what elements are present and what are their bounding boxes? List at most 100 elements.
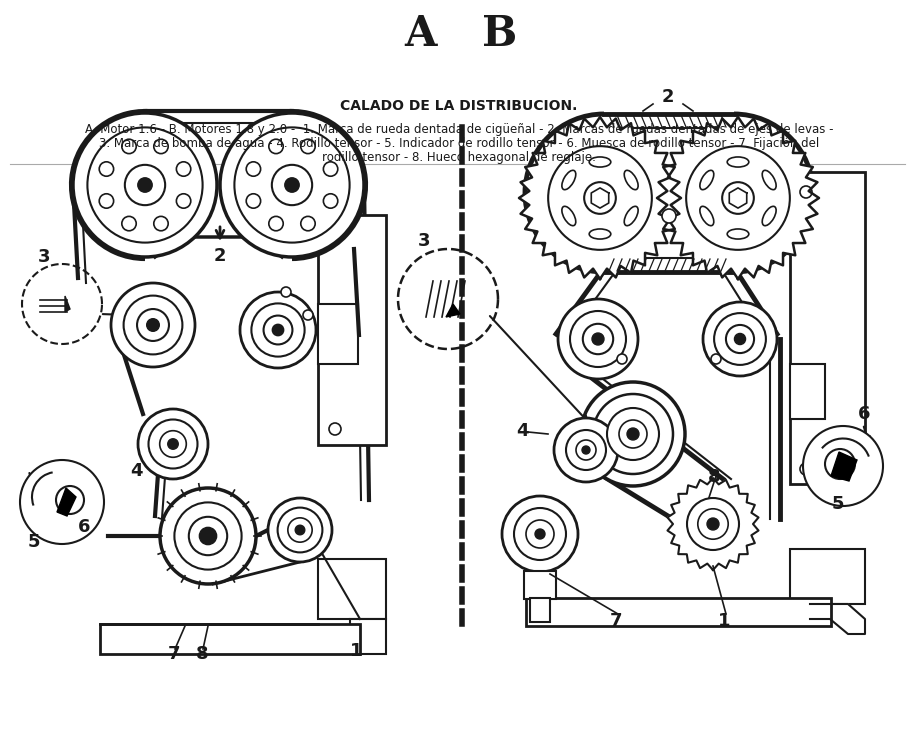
Text: CALADO DE LA DISTRIBUCION.: CALADO DE LA DISTRIBUCION. — [340, 99, 578, 113]
Circle shape — [176, 162, 191, 176]
Circle shape — [56, 486, 84, 514]
Text: 7: 7 — [610, 612, 622, 630]
Circle shape — [246, 194, 261, 208]
Circle shape — [714, 313, 766, 365]
Circle shape — [268, 498, 332, 562]
Circle shape — [548, 146, 652, 250]
Circle shape — [582, 446, 590, 454]
Circle shape — [726, 325, 754, 353]
Text: A. Motor 1.6 - B. Motores 1.8 y 2.0 -  1. Marca de rueda dentada de cigüeñal - 2: A. Motor 1.6 - B. Motores 1.8 y 2.0 - 1.… — [85, 124, 834, 136]
Bar — [524, 571, 556, 599]
Polygon shape — [519, 117, 681, 279]
Circle shape — [707, 518, 719, 530]
Circle shape — [288, 518, 312, 542]
Circle shape — [272, 165, 312, 205]
Circle shape — [176, 194, 191, 208]
Ellipse shape — [700, 170, 714, 190]
Ellipse shape — [562, 170, 576, 190]
Bar — [318, 215, 386, 445]
Text: A: A — [403, 13, 437, 55]
Circle shape — [619, 420, 647, 448]
Bar — [790, 549, 865, 604]
Circle shape — [240, 292, 316, 368]
Circle shape — [99, 194, 114, 208]
Circle shape — [687, 498, 739, 550]
Circle shape — [554, 418, 618, 482]
Text: 4: 4 — [130, 462, 142, 480]
Bar — [790, 364, 825, 419]
Circle shape — [160, 488, 256, 584]
Circle shape — [584, 182, 616, 214]
Text: 7: 7 — [168, 645, 180, 663]
Circle shape — [220, 113, 364, 257]
Polygon shape — [57, 488, 76, 516]
Circle shape — [627, 428, 639, 440]
Text: 2: 2 — [662, 88, 675, 106]
Circle shape — [581, 382, 685, 486]
Circle shape — [264, 316, 292, 345]
Circle shape — [234, 127, 349, 243]
Polygon shape — [65, 296, 70, 312]
Polygon shape — [591, 188, 608, 208]
Circle shape — [73, 113, 217, 257]
Circle shape — [825, 449, 855, 479]
Circle shape — [526, 520, 554, 548]
Circle shape — [570, 311, 626, 367]
Ellipse shape — [589, 229, 611, 239]
Text: 2: 2 — [214, 247, 226, 265]
Text: rodillo tensor - 8. Hueco hexagonal de reglaje.: rodillo tensor - 8. Hueco hexagonal de r… — [322, 152, 596, 164]
Circle shape — [593, 394, 673, 474]
Circle shape — [803, 426, 883, 506]
Circle shape — [686, 146, 789, 250]
Circle shape — [711, 354, 721, 364]
Circle shape — [285, 178, 300, 192]
Bar — [350, 619, 386, 654]
Circle shape — [125, 165, 165, 205]
Circle shape — [269, 216, 283, 231]
Circle shape — [662, 209, 676, 223]
Circle shape — [199, 527, 217, 544]
Circle shape — [722, 182, 754, 214]
Bar — [318, 304, 358, 364]
Ellipse shape — [762, 170, 777, 190]
Circle shape — [269, 139, 283, 154]
Polygon shape — [810, 604, 865, 634]
Ellipse shape — [700, 207, 714, 225]
Text: 3: 3 — [38, 248, 51, 266]
Circle shape — [160, 431, 187, 457]
Circle shape — [153, 216, 168, 231]
Ellipse shape — [562, 207, 576, 225]
Circle shape — [252, 303, 304, 357]
Circle shape — [149, 419, 198, 468]
Text: 6: 6 — [858, 405, 870, 423]
Circle shape — [87, 127, 202, 243]
Circle shape — [698, 509, 728, 539]
Circle shape — [168, 439, 178, 449]
Circle shape — [607, 408, 659, 460]
Circle shape — [502, 496, 578, 572]
Polygon shape — [730, 188, 747, 208]
Circle shape — [303, 310, 313, 320]
Circle shape — [175, 502, 242, 569]
Bar — [530, 598, 550, 622]
Circle shape — [592, 333, 604, 345]
Bar — [318, 559, 386, 619]
Bar — [100, 624, 360, 654]
Text: 3. Marca de bomba de agua - 4. Rodillo tensor - 5. Indicador de rodillo tensor -: 3. Marca de bomba de agua - 4. Rodillo t… — [99, 137, 819, 151]
Circle shape — [20, 460, 104, 544]
Circle shape — [138, 409, 208, 479]
Circle shape — [123, 296, 182, 354]
Circle shape — [272, 324, 284, 336]
Polygon shape — [831, 452, 857, 481]
Circle shape — [137, 309, 169, 341]
Text: 8: 8 — [708, 468, 720, 486]
Circle shape — [734, 333, 745, 345]
Ellipse shape — [762, 207, 777, 225]
Circle shape — [329, 423, 341, 435]
Circle shape — [281, 287, 291, 297]
Circle shape — [122, 139, 136, 154]
Bar — [526, 598, 831, 626]
Circle shape — [329, 208, 341, 220]
Circle shape — [323, 162, 338, 176]
Text: 3: 3 — [418, 232, 430, 250]
